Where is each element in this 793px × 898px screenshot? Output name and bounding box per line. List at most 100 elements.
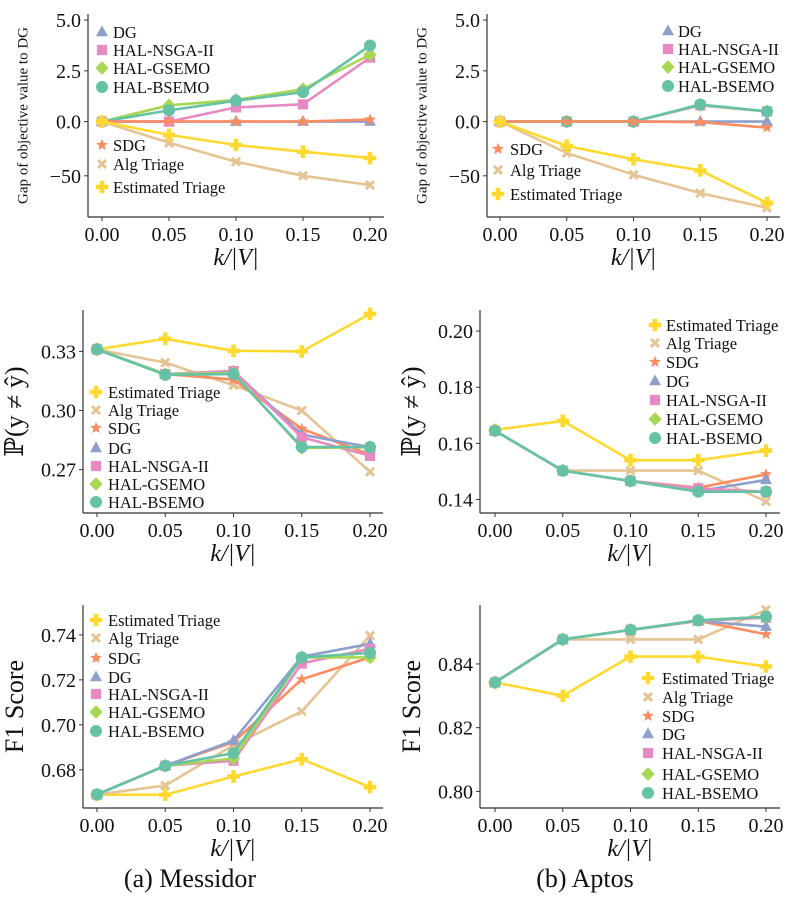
data-point-star — [627, 115, 640, 127]
data-point-plus — [693, 164, 707, 177]
legend-label-hal-gsemo: HAL-GSEMO — [108, 475, 205, 494]
legend-marker-hal-nsga-ii — [96, 44, 108, 56]
data-point-plus — [691, 453, 705, 467]
x-tick-label: 0.10 — [219, 224, 254, 246]
data-point-circle — [163, 104, 175, 117]
caption-aptos: (b) Aptos — [536, 864, 634, 893]
data-point-square — [364, 450, 376, 461]
legend-label-sdg: SDG — [108, 649, 141, 668]
data-point-x — [296, 706, 307, 717]
x-tick-label: 0.05 — [152, 224, 187, 246]
data-point-plus — [162, 128, 176, 142]
legend-marker-hal-nsga-ii — [90, 460, 102, 472]
legend-label-hal-gsemo: HAL-GSEMO — [678, 58, 775, 77]
legend-marker-estimated-triage — [648, 318, 662, 332]
y-tick-label: −50 — [50, 166, 81, 188]
y-axis-label: ℙ(y ≠ ŷ) — [0, 366, 29, 456]
data-point-circle — [760, 485, 772, 498]
legend-label-hal-nsga-ii: HAL-NSGA-II — [662, 744, 763, 763]
legend-marker-hal-nsga-ii — [649, 394, 661, 406]
x-tick-label: 0.00 — [80, 520, 115, 542]
legend-label-hal-nsga-ii: HAL-NSGA-II — [678, 40, 779, 59]
legend-label-dg: DG — [666, 372, 690, 391]
data-point-plus — [227, 770, 240, 783]
data-point-circle — [297, 86, 309, 99]
legend-marker-dg — [90, 670, 102, 682]
data-point-plus — [158, 332, 172, 346]
data-point-x — [693, 465, 704, 476]
x-tick-label: 0.00 — [483, 224, 518, 246]
legend-label-estimated-triage: Estimated Triage — [108, 611, 220, 630]
y-tick-label: 0.16 — [438, 433, 473, 455]
data-point-plus — [759, 660, 773, 673]
legend-label-sdg: SDG — [108, 419, 141, 438]
legend-marker-alg-triage — [642, 691, 654, 703]
y-tick-label: 5.0 — [56, 10, 81, 32]
legend-label-hal-gsemo: HAL-GSEMO — [113, 59, 210, 78]
x-tick-label: 0.15 — [681, 520, 716, 542]
series-hal-bsemo — [91, 646, 376, 801]
data-point-circle — [760, 610, 772, 623]
legend-marker-hal-bsemo — [642, 787, 654, 799]
x-axis-label: k/|V| — [210, 836, 255, 862]
panel-4-aptos: 0.20 0.18 0.16 0.140.00 0.05 0.10 0.15 0.20 k/|V… — [397, 310, 784, 567]
y-tick-label: 0.84 — [438, 654, 473, 676]
series-alg-triage — [96, 116, 376, 191]
x-tick-label: 0.00 — [85, 224, 120, 246]
legend-marker-estimated-triage — [89, 613, 103, 627]
x-tick-label: 0.10 — [613, 520, 648, 542]
data-point-star — [761, 121, 773, 133]
y-tick-label: 0.18 — [438, 377, 473, 399]
y-tick-label: 2.5 — [56, 61, 81, 83]
x-tick-label: 0.15 — [683, 224, 718, 246]
data-point-circle — [556, 464, 569, 477]
y-axis-label: F1 Score — [0, 660, 29, 753]
data-point-x — [760, 496, 772, 507]
panel-3-messidor: 0.33 0.30 0.27 0.00 0.05 0.10 0.15 0.20 k/|V| ℙ(y… — [0, 307, 388, 567]
legend-marker-sdg — [649, 355, 661, 368]
legend-label-dg: DG — [678, 22, 702, 41]
x-tick-label: 0.20 — [750, 224, 785, 246]
legend-label-alg-triage: Alg Triage — [666, 334, 737, 353]
data-point-x — [695, 188, 706, 199]
y-tick-label: 5.0 — [455, 10, 480, 32]
legend-label-hal-bsemo: HAL-BSEMO — [662, 784, 758, 803]
legend-label-alg-triage: Alg Triage — [510, 161, 581, 180]
data-point-square — [297, 99, 309, 110]
y-tick-label: 0.14 — [438, 490, 473, 512]
x-tick-label: 0.05 — [549, 224, 584, 246]
data-point-circle — [91, 788, 103, 801]
legend-marker-alg-triage — [96, 158, 108, 170]
legend-label-sdg: SDG — [662, 707, 695, 726]
data-point-x — [160, 357, 171, 368]
legend-marker-hal-bsemo — [90, 496, 102, 508]
data-point-plus — [691, 650, 705, 663]
legend-label-estimated-triage: Estimated Triage — [662, 669, 774, 688]
data-point-plus — [296, 145, 310, 159]
x-axis-label: k/|V| — [210, 541, 255, 567]
data-point-circle — [227, 368, 240, 381]
data-point-plus — [493, 115, 507, 128]
x-tick-label: 0.20 — [749, 815, 784, 837]
data-point-x — [625, 465, 636, 476]
data-point-star — [230, 115, 242, 127]
legend-marker-hal-bsemo — [662, 80, 674, 92]
legend-marker-sdg — [96, 138, 108, 151]
data-point-x — [296, 405, 307, 416]
legend-label-hal-bsemo: HAL-BSEMO — [108, 722, 204, 741]
legend-marker-dg — [662, 24, 674, 36]
y-tick-label: 0.30 — [41, 401, 76, 423]
legend-marker-hal-gsemo — [641, 767, 655, 781]
data-point-circle — [230, 94, 242, 107]
x-tick-label: 0.15 — [286, 224, 321, 246]
caption-messidor: (a) Messidor — [123, 864, 257, 893]
series-hal-bsemo — [489, 610, 772, 689]
legend-label-alg-triage: Alg Triage — [113, 155, 184, 174]
legend-label-hal-gsemo: HAL-GSEMO — [108, 703, 205, 722]
data-point-plus — [624, 453, 637, 467]
data-point-circle — [364, 440, 376, 453]
legend-marker-hal-bsemo — [90, 725, 102, 737]
legend-marker-estimated-triage — [89, 385, 103, 399]
